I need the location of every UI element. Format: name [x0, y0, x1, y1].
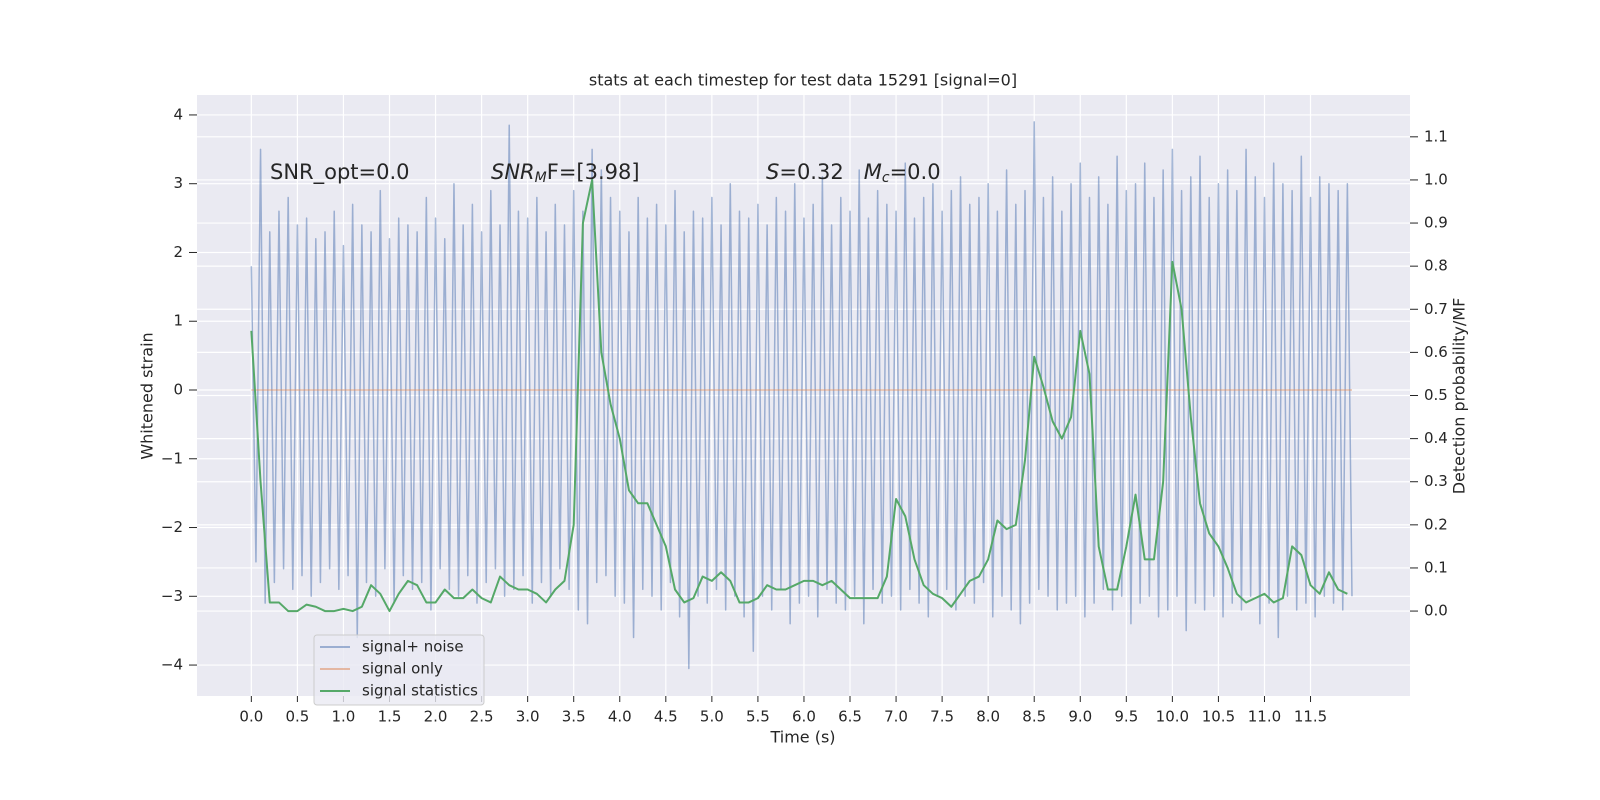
x-axis-label: Time (s) — [769, 728, 835, 747]
x-tick-label: 2.0 — [424, 708, 448, 726]
y2-tick-label: 0.7 — [1424, 300, 1448, 318]
y-tick-label: −3 — [161, 587, 183, 605]
legend: signal+ noise signal only signal statistic… — [313, 634, 485, 706]
x-tick-label: 8.0 — [976, 708, 1000, 726]
x-tick-label: 7.0 — [884, 708, 908, 726]
chart-title: stats at each timestep for test data 152… — [589, 71, 1017, 90]
y2-tick-label: 0.0 — [1424, 602, 1448, 620]
x-tick-label: 1.0 — [332, 708, 356, 726]
annotation-part: c — [882, 170, 890, 186]
y2-tick-label: 0.1 — [1424, 558, 1448, 576]
x-tick-label: 0.0 — [239, 708, 263, 726]
y-axis-label: Whitened strain — [138, 332, 157, 459]
x-tick-label: 5.0 — [700, 708, 724, 726]
legend-box — [313, 634, 485, 706]
y-tick-label: 1 — [173, 312, 183, 330]
x-tick-label: 9.5 — [1114, 708, 1138, 726]
annotation-part: SNR — [491, 160, 535, 184]
annotation-part: M — [535, 170, 547, 186]
y2-tick-label: 0.2 — [1424, 515, 1448, 533]
y-tick-label: 3 — [173, 174, 183, 192]
legend-label: signal statistics — [362, 682, 478, 700]
x-tick-label: 6.5 — [838, 708, 862, 726]
annotation-part: SNR_opt=0.0 — [270, 160, 410, 185]
y-tick-label: −2 — [161, 518, 183, 536]
x-tick-label: 2.5 — [470, 708, 494, 726]
y2-tick-label: 0.6 — [1424, 343, 1448, 361]
annotation-part: F=[3.98] — [547, 160, 640, 184]
y2-tick-label: 0.8 — [1424, 257, 1448, 275]
y2-tick-label: 0.4 — [1424, 429, 1448, 447]
x-tick-label: 9.0 — [1068, 708, 1092, 726]
x-tick-label: 11.0 — [1248, 708, 1281, 726]
x-tick-label: 10.0 — [1156, 708, 1189, 726]
x-tick-label: 4.5 — [654, 708, 678, 726]
annotation: SNR_opt=0.0 — [270, 160, 410, 185]
x-tick-label: 3.5 — [562, 708, 586, 726]
annotation-part: =0.0 — [890, 160, 941, 184]
x-tick-label: 4.0 — [608, 708, 632, 726]
series-line — [250, 121, 1353, 670]
annotation: SNRMF=[3.98] — [491, 160, 640, 186]
y2-tick-label: 0.9 — [1424, 214, 1448, 232]
y-tick-label: 4 — [173, 105, 183, 123]
annotation: S=0.32 Mc=0.0 — [766, 160, 941, 186]
y2-tick-label: 1.1 — [1424, 127, 1448, 145]
x-tick-label: 5.5 — [746, 708, 770, 726]
legend-label: signal only — [362, 660, 443, 678]
y-tick-label: 0 — [173, 380, 183, 398]
annotation-part: S — [766, 160, 779, 184]
y-tick-label: −1 — [161, 449, 183, 467]
annotation-part: M — [864, 160, 882, 184]
x-tick-label: 8.5 — [1022, 708, 1046, 726]
x-tick-label: 10.5 — [1202, 708, 1235, 726]
x-tick-label: 7.5 — [930, 708, 954, 726]
y2-tick-label: 0.3 — [1424, 472, 1448, 490]
y2-tick-label: 0.5 — [1424, 386, 1448, 404]
x-tick-label: 6.0 — [792, 708, 816, 726]
y-tick-label: −4 — [161, 656, 183, 674]
x-tick-label: 0.5 — [285, 708, 309, 726]
series-line — [250, 178, 1348, 613]
legend-label: signal+ noise — [362, 638, 464, 656]
x-tick-label: 11.5 — [1294, 708, 1327, 726]
y2-axis-label: Detection probability/MF — [1450, 298, 1469, 495]
annotation-part: =0.32 — [779, 160, 863, 184]
x-tick-label: 3.0 — [516, 708, 540, 726]
y2-tick-label: 1.0 — [1424, 170, 1448, 188]
y-tick-label: 2 — [173, 243, 183, 261]
x-tick-label: 1.5 — [378, 708, 402, 726]
